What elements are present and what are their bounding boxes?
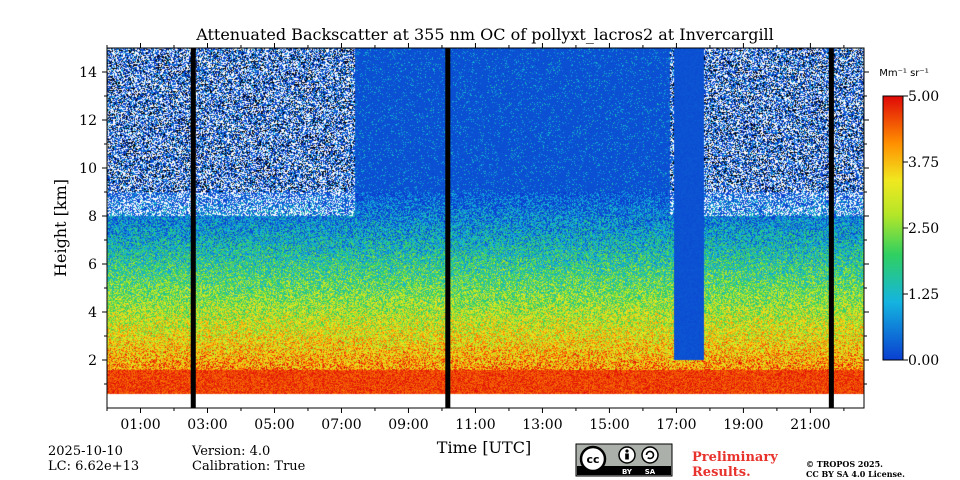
heatmap-raster [107,48,864,408]
gap-band [828,48,834,408]
footer-lc: LC: 6.62e+13 [48,459,139,474]
copyright-line-1: © TROPOS 2025. [806,459,883,469]
y-axis: 2 4 6 8 10 12 14 [79,65,869,385]
x-tick-label: 07:00 [321,417,361,433]
cc-by-sa-badge: cc BY SA [575,443,673,477]
svg-text:SA: SA [645,468,656,476]
y-tick-label: 14 [79,65,97,81]
x-tick-label: 01:00 [120,417,160,433]
svg-text:cc: cc [586,453,599,466]
x-axis-label: Time [UTC] [437,438,531,457]
missing-data-gaps [190,48,834,408]
colorbar-axis: 0.00 1.25 2.50 3.75 5.00 [903,89,939,369]
x-tick-label: 13:00 [522,417,562,433]
colorbar-tick-label: 0.00 [908,353,939,369]
colorbar-tick-label: 3.75 [908,155,939,171]
preliminary-line-1: Preliminary [692,450,778,465]
y-tick-label: 12 [79,113,97,129]
x-tick-label: 05:00 [254,417,294,433]
colorbar-tick-label: 1.25 [908,287,939,303]
colorbar-unit: Mm⁻¹ sr⁻¹ [879,68,928,79]
gap-band [190,48,196,408]
x-tick-label: 11:00 [455,417,495,433]
cc-icon [579,445,607,473]
colorbar-tick-label: 5.00 [908,89,939,105]
share-alike-icon [641,446,659,464]
y-tick-label: 10 [79,161,97,177]
colorbar [882,95,904,361]
y-tick-label: 8 [88,209,97,225]
x-tick-label: 17:00 [656,417,696,433]
x-tick-label: 19:00 [723,417,763,433]
footer-version: Version: 4.0 [191,444,270,459]
copyright-line-2: CC BY SA 4.0 License. [806,469,905,479]
svg-text:BY: BY [622,468,633,476]
y-tick-label: 4 [88,305,97,321]
chart-title: Attenuated Backscatter at 355 nm OC of p… [195,25,774,44]
gap-band [445,48,451,408]
preliminary-line-2: Results. [692,465,751,480]
footer-calibration: Calibration: True [192,459,306,474]
footer-date: 2025-10-10 [48,444,123,459]
y-axis-label: Height [km] [51,179,70,277]
x-tick-label: 03:00 [187,417,227,433]
y-tick-label: 6 [88,257,97,273]
x-tick-label: 21:00 [790,417,830,433]
colorbar-tick-label: 2.50 [908,221,939,237]
y-tick-label: 2 [88,353,97,369]
x-tick-label: 09:00 [388,417,428,433]
x-axis: 01:00 03:00 05:00 07:00 09:00 11:00 13:00 15:00… [106,43,845,433]
x-tick-label: 15:00 [589,417,629,433]
plot-frame [106,47,865,409]
